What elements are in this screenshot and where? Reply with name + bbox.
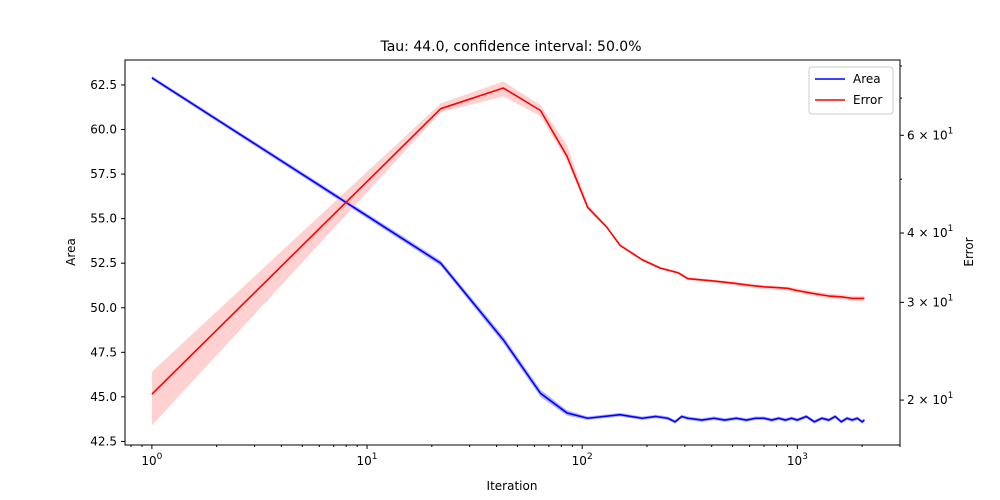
y-right-tick-label: 2 × 101	[907, 391, 953, 407]
series-line-error	[151, 87, 865, 395]
legend-label-area: Area	[853, 72, 881, 86]
plot-bands	[151, 76, 865, 426]
y-left-tick-label: 50.0	[90, 301, 117, 315]
y-left-tick-label: 45.0	[90, 390, 117, 404]
y-left-tick-label: 42.5	[90, 434, 117, 448]
y-right-tick-label: 6 × 101	[907, 126, 953, 142]
y-left-tick-label: 52.5	[90, 256, 117, 270]
series-line-area	[151, 77, 865, 423]
x-axis: 100 101 102 103	[130, 445, 901, 468]
y-left-tick-label: 62.5	[90, 78, 117, 92]
legend-label-error: Error	[853, 93, 882, 107]
band-area	[151, 76, 865, 424]
x-tick-label: 103	[787, 452, 808, 468]
legend: Area Error	[808, 66, 894, 115]
y-right-tick-label: 4 × 101	[907, 224, 953, 240]
x-tick-label: 101	[357, 452, 378, 468]
y-left-tick-label: 60.0	[90, 123, 117, 137]
y-left-tick-label: 57.5	[90, 167, 117, 181]
plot-frame	[124, 59, 901, 446]
x-axis-label: Iteration	[487, 479, 538, 493]
x-tick-label: 100	[141, 452, 162, 468]
plot-lines	[151, 77, 865, 423]
y-left-tick-label: 47.5	[90, 345, 117, 359]
y-right-tick-label: 3 × 101	[907, 293, 953, 309]
x-tick-label: 102	[572, 452, 593, 468]
chart-title: Tau: 44.0, confidence interval: 50.0%	[379, 39, 641, 55]
band-error	[151, 81, 865, 426]
y-axis-right-label: Error	[962, 237, 976, 266]
y-left-tick-label: 55.0	[90, 212, 117, 226]
y-axis-left-label: Area	[64, 238, 78, 266]
y-axis-left: 42.5 45.0 47.5 50.0 52.5 55.0 57.5 60.0 62.5	[90, 78, 125, 448]
y-axis-right: 2 × 101 3 × 101 4 × 101 6 × 101	[900, 65, 953, 407]
